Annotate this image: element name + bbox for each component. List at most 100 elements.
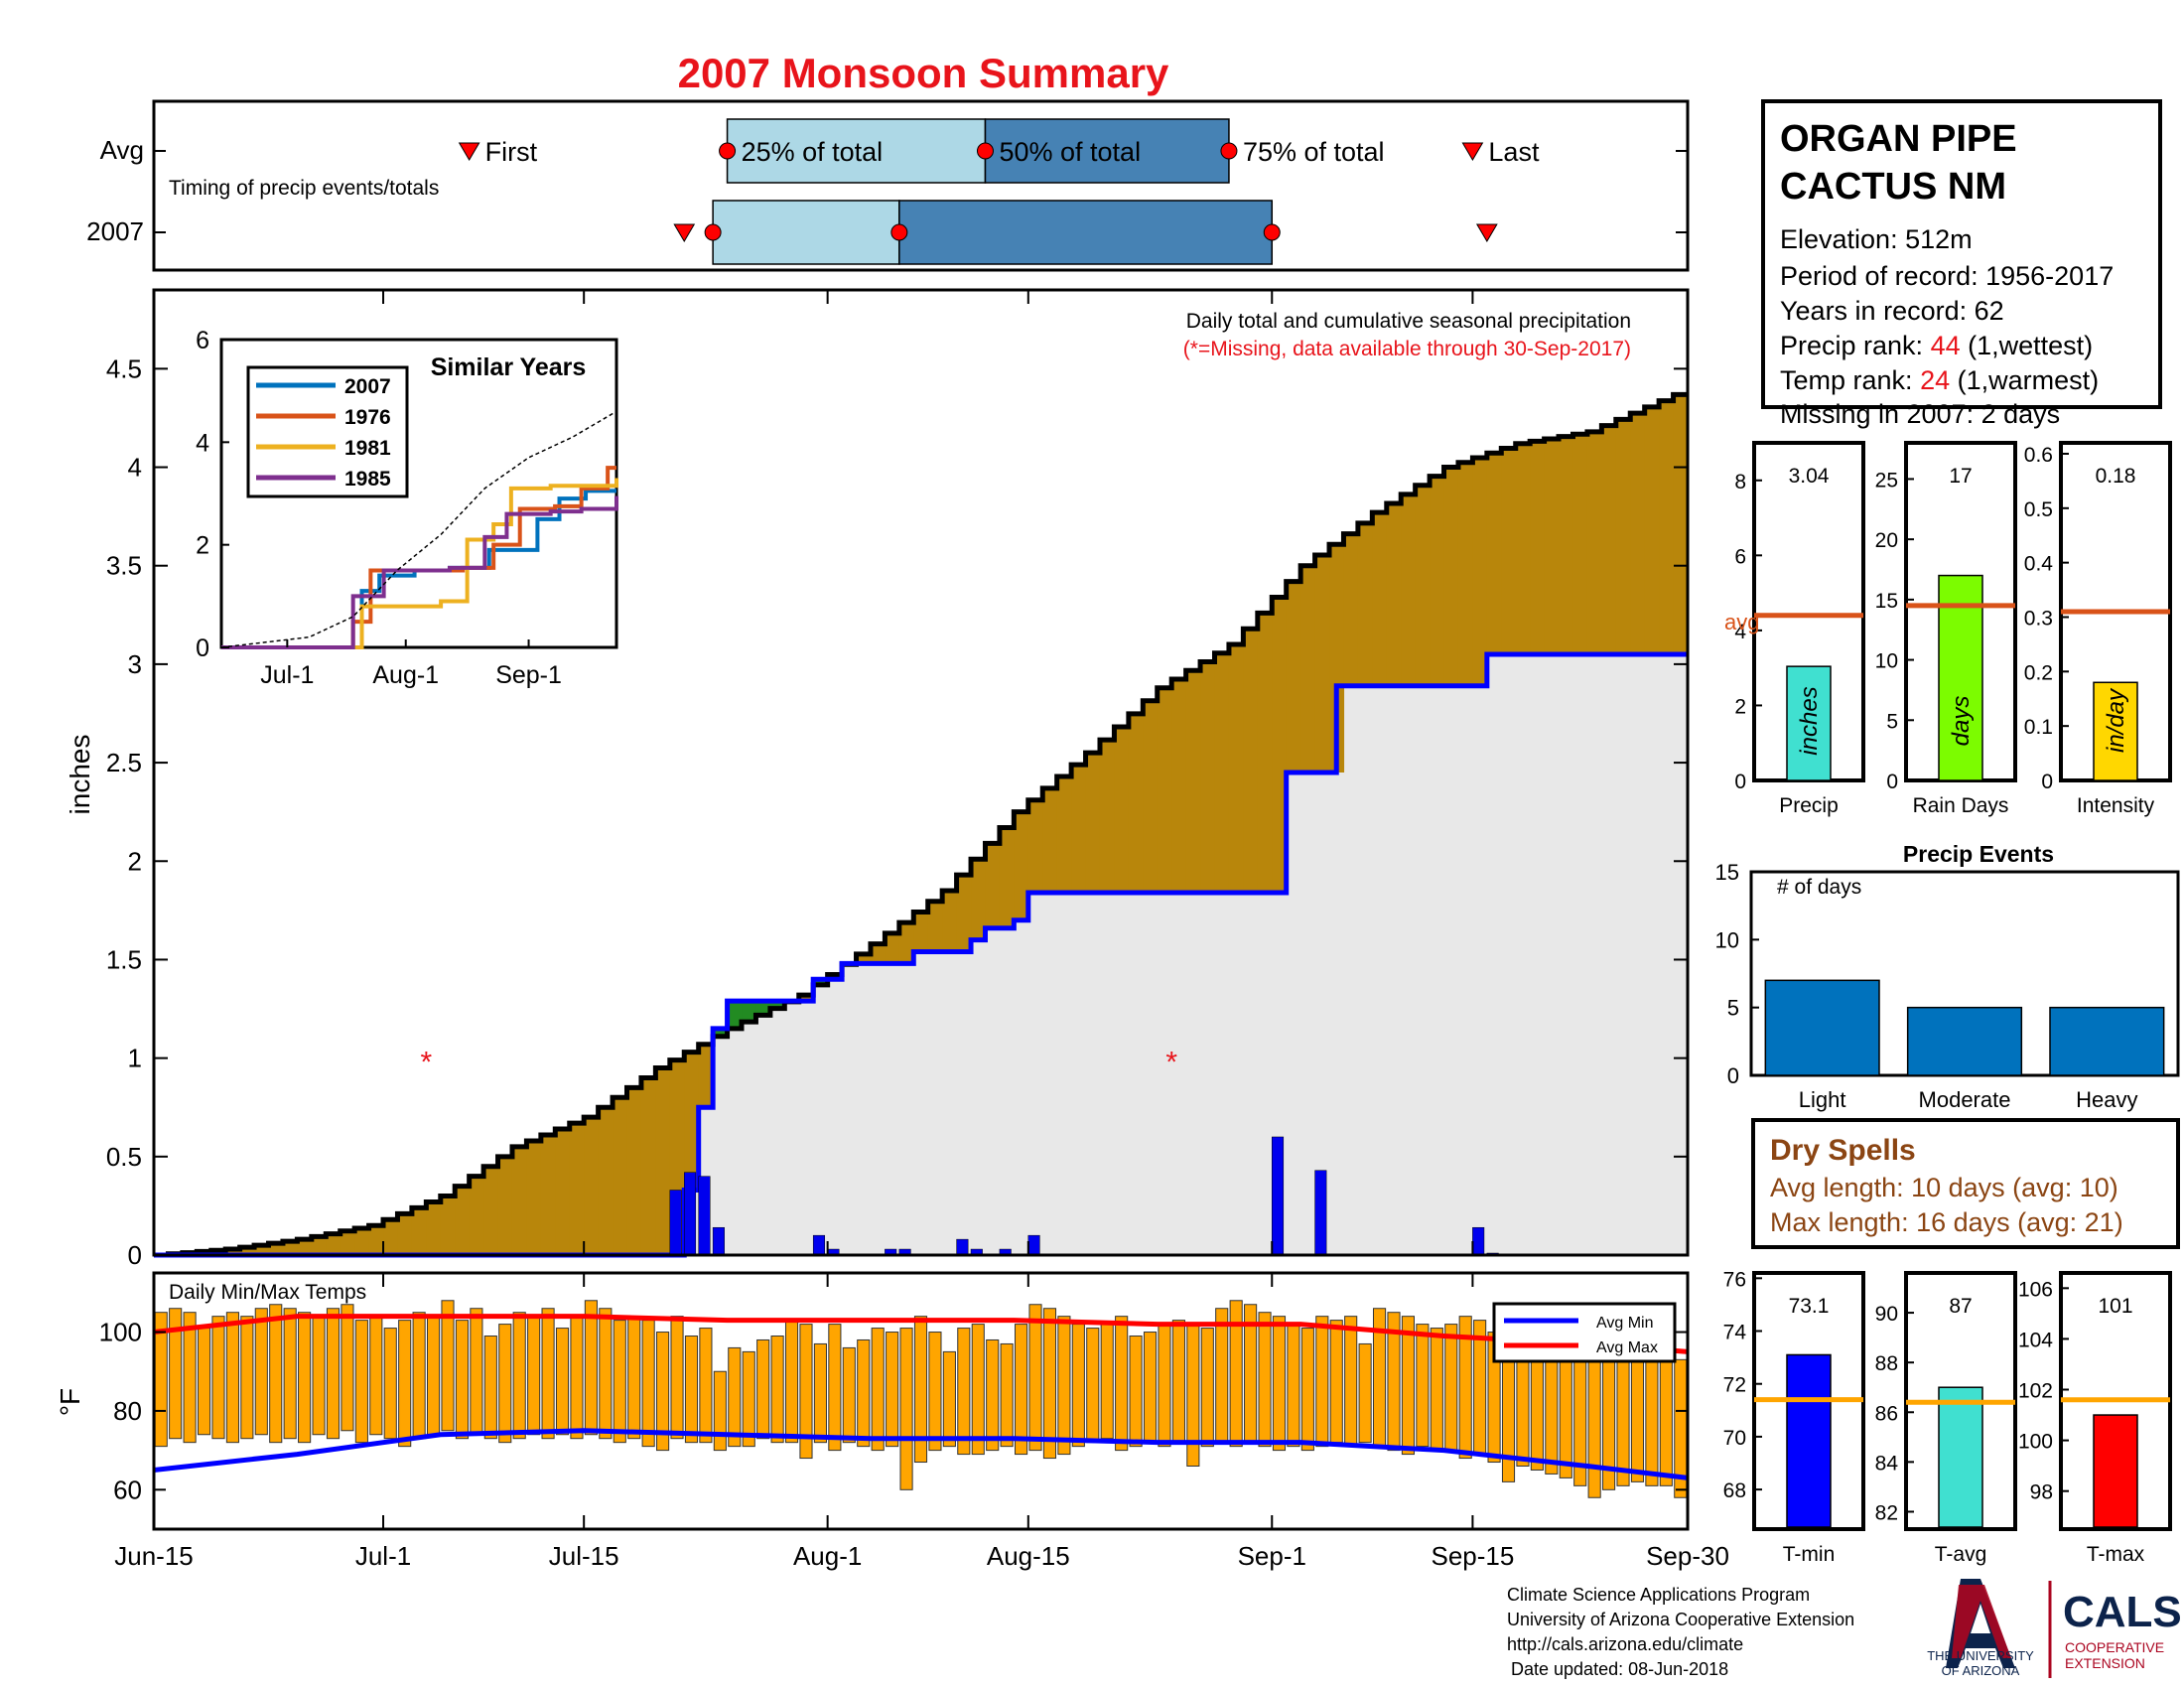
daily-temp-bar <box>899 1328 913 1490</box>
above-average-fill <box>311 1236 327 1255</box>
above-average-fill <box>1430 476 1445 686</box>
temp-summary-tick-label: 84 <box>1875 1452 1899 1475</box>
daily-temp-bar <box>584 1300 598 1436</box>
daily-temp-bar <box>455 1320 470 1440</box>
above-average-fill <box>1343 533 1359 686</box>
above-average-fill <box>927 901 943 952</box>
station-info-box: ORGAN PIPE CACTUS NM Elevation: 512m Per… <box>1761 99 2162 409</box>
above-average-fill <box>1357 522 1373 686</box>
above-average-fill <box>1257 613 1273 894</box>
daily-temp-bar <box>986 1338 1000 1452</box>
summary-tick-label: 0.6 <box>2024 444 2053 467</box>
temp-bar-tmin <box>1786 1353 1832 1528</box>
precip-events-ylabel: # of days <box>1777 876 1861 899</box>
daily-temp-bar <box>770 1336 784 1444</box>
above-average-fill <box>1314 555 1330 773</box>
timing-event-triangle <box>1475 223 1498 242</box>
timing-box-25-50 <box>712 200 900 265</box>
temp-summary-tick-label: 76 <box>1723 1268 1746 1291</box>
daily-temp-bar <box>283 1308 297 1440</box>
daily-temp-bar <box>1659 1342 1673 1486</box>
daily-temp-bar <box>1387 1312 1401 1452</box>
inset-plot-area <box>220 410 618 649</box>
temp-title: Daily Min/Max Temps <box>169 1281 366 1304</box>
daily-temp-bar <box>699 1328 713 1444</box>
above-average-fill <box>1630 413 1646 654</box>
above-average-fill <box>1056 775 1072 894</box>
above-average-fill <box>1457 462 1474 686</box>
daily-temp-bar <box>713 1370 727 1452</box>
inset-y-tick-label: 0 <box>196 634 209 662</box>
above-average-fill <box>626 1087 642 1255</box>
daily-temp-bar <box>828 1324 842 1452</box>
daily-precip-bar <box>712 1226 725 1256</box>
main-plot-area: * * <box>154 391 1689 1258</box>
inset-legend-entry: 2007 <box>344 375 391 398</box>
dry-spells-box: Dry Spells Avg length: 10 days (avg: 10)… <box>1751 1118 2180 1249</box>
above-average-fill <box>1228 644 1244 894</box>
above-average-fill <box>225 1249 241 1255</box>
above-average-fill <box>1272 597 1288 894</box>
inset-title: Similar Years <box>431 353 587 381</box>
daily-temp-bar <box>427 1316 441 1436</box>
temp-legend-max: Avg Max <box>1596 1339 1658 1356</box>
temp-chart: 60 80 100 Daily Min/Max Temps °F Avg Min A… <box>55 1271 1690 1531</box>
temp-legend-min: Avg Min <box>1596 1315 1654 1332</box>
summary-tick-label: 2 <box>1734 695 1746 718</box>
daily-temp-bar <box>1129 1336 1143 1448</box>
daily-temp-bar <box>225 1312 239 1444</box>
temp-bar-tavg <box>1938 1386 1983 1528</box>
temp-summary-tick-label: 98 <box>2030 1481 2053 1504</box>
timing-first-label: First <box>485 137 538 167</box>
summary-tick-label: 20 <box>1875 529 1898 552</box>
station-precip-rank: Precip rank: 44 (1,wettest) <box>1780 331 2093 360</box>
cals-sub1: COOPERATIVE <box>2065 1639 2164 1655</box>
above-average-fill <box>282 1241 298 1255</box>
above-average-fill <box>956 875 972 952</box>
footer-line1: Climate Science Applications Program <box>1507 1585 1810 1605</box>
above-average-fill <box>239 1247 255 1255</box>
above-average-fill <box>1128 713 1144 894</box>
temp-summary-tick-label: 70 <box>1723 1427 1746 1450</box>
temp-summary-tick-label: 104 <box>2018 1329 2053 1351</box>
station-years: Years in record: 62 <box>1780 296 2004 326</box>
inset-ticks: 0 2 4 6 Jul-1 Aug-1 Sep-1 <box>196 327 562 689</box>
above-average-fill <box>1214 652 1230 894</box>
precip-event-label: Moderate <box>1919 1087 2011 1112</box>
daily-temp-bar <box>1015 1324 1028 1456</box>
above-average-fill <box>1472 458 1488 686</box>
precip-event-bar <box>1764 979 1880 1076</box>
daily-temp-bar <box>1430 1328 1443 1452</box>
x-tick-label: Jul-1 <box>355 1541 411 1571</box>
above-average-fill <box>440 1196 456 1255</box>
ua-logo-text2: OF ARIZONA <box>1942 1663 2020 1678</box>
inset-x-tick-label: Jul-1 <box>260 661 314 689</box>
summary-tick-label: 15 <box>1875 590 1898 613</box>
temp-value-tavg: 87 <box>1949 1295 1972 1318</box>
daily-temp-bar <box>412 1312 426 1440</box>
page-title: 2007 Monsoon Summary <box>678 50 1169 96</box>
precip-event-bar <box>1906 1006 2023 1076</box>
x-tick-label: Jul-15 <box>549 1541 619 1571</box>
timing-box-50-75 <box>898 200 1274 265</box>
daily-temp-bar <box>341 1304 354 1432</box>
daily-temp-bar <box>742 1350 755 1448</box>
summary-value-intensity: 0.18 <box>2096 465 2136 488</box>
above-average-fill <box>971 859 987 940</box>
above-average-fill <box>613 1097 628 1255</box>
above-average-fill <box>1243 629 1259 894</box>
above-average-fill <box>1386 503 1402 686</box>
timing-box-50-75 <box>984 118 1230 184</box>
daily-temp-bar <box>498 1324 512 1444</box>
main-ylabel: inches <box>65 735 95 815</box>
above-average-fill <box>1014 811 1029 920</box>
daily-precip-bar <box>1314 1170 1327 1256</box>
above-average-fill <box>640 1077 656 1255</box>
daily-temp-bar <box>269 1304 283 1444</box>
precip-event-tick-label: 5 <box>1727 996 1739 1021</box>
above-average-fill <box>1401 493 1417 686</box>
station-name-line2: CACTUS NM <box>1780 166 2006 208</box>
temp-value-tmax: 101 <box>2098 1295 2132 1318</box>
station-name-line1: ORGAN PIPE <box>1780 118 2017 160</box>
temp-label-tavg: T-avg <box>1935 1543 1987 1566</box>
